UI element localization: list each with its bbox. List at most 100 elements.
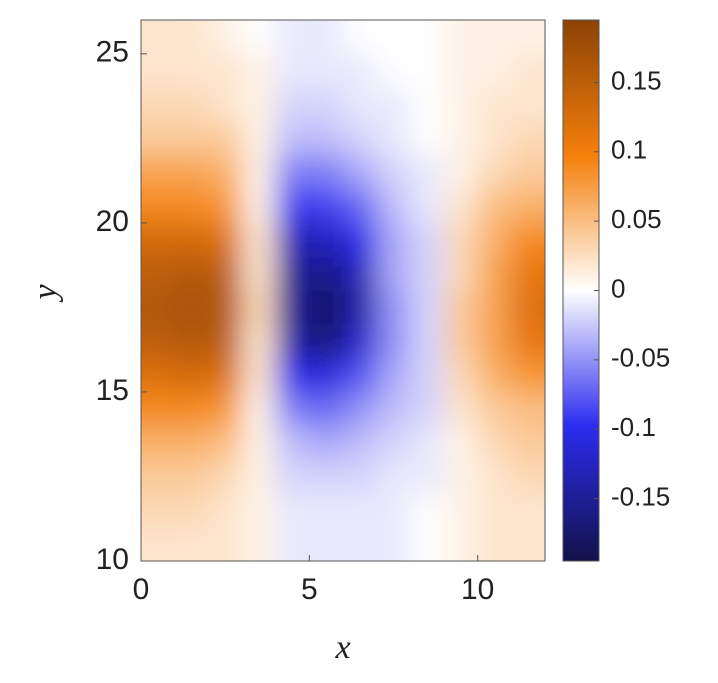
heat-cell (208, 256, 243, 291)
heat-cell (511, 20, 545, 55)
colorbar-tick-label: 0.1 (611, 135, 647, 165)
heat-cell (410, 222, 445, 258)
heat-cell (511, 527, 545, 561)
heat-cell (208, 459, 243, 494)
heat-cell (242, 358, 277, 393)
heat-cell (410, 53, 445, 89)
heatmap-cells (141, 20, 545, 561)
heat-cell (511, 358, 545, 393)
heat-cell (444, 256, 479, 291)
heat-cell (477, 20, 512, 55)
heat-cell (141, 121, 176, 156)
heat-cell (477, 459, 512, 494)
heat-cell (343, 324, 378, 359)
heat-cell (309, 222, 344, 258)
y-tick-label: 25 (96, 36, 129, 69)
heat-cell (343, 290, 378, 325)
heat-cell (410, 459, 445, 494)
heat-cell (242, 493, 277, 528)
heat-cell (242, 87, 277, 122)
heat-cell (208, 290, 243, 325)
y-tick-label: 10 (96, 543, 129, 576)
heat-cell (410, 493, 445, 528)
heat-cell (309, 425, 344, 461)
y-axis-label: y (27, 284, 64, 303)
heat-cell (208, 222, 243, 258)
heat-cell (174, 121, 209, 156)
colorbar-tick-label: -0.1 (611, 412, 656, 442)
heat-cell (141, 358, 176, 393)
heat-cell (141, 87, 176, 122)
heat-cell (242, 527, 277, 561)
heat-cell (275, 20, 310, 55)
heat-cell (444, 324, 479, 359)
heat-cell (477, 53, 512, 89)
heat-cell (208, 527, 243, 561)
heat-cell (275, 493, 310, 528)
heat-cell (477, 391, 512, 427)
heat-cell (477, 121, 512, 156)
heat-cell (343, 87, 378, 122)
heat-cell (444, 358, 479, 393)
heat-cell (343, 391, 378, 427)
heat-cell (444, 459, 479, 494)
heat-cell (444, 527, 479, 561)
heat-cell (174, 53, 209, 89)
heat-cell (343, 121, 378, 156)
x-tick-label: 5 (301, 573, 318, 606)
heat-cell (242, 391, 277, 427)
heat-cell (141, 459, 176, 494)
heat-cell (511, 324, 545, 359)
heat-cell (343, 459, 378, 494)
x-tick-label: 0 (133, 573, 150, 606)
heat-cell (376, 53, 411, 89)
x-axis-label: x (334, 629, 350, 666)
heat-cell (376, 222, 411, 258)
heat-cell (343, 493, 378, 528)
heat-cell (208, 391, 243, 427)
heat-cell (208, 425, 243, 461)
heat-cell (141, 425, 176, 461)
heat-cell (174, 87, 209, 122)
heat-cell (174, 459, 209, 494)
heat-cell (477, 527, 512, 561)
heat-cell (444, 155, 479, 190)
heat-cell (141, 527, 176, 561)
heat-cell (511, 155, 545, 190)
heat-cell (242, 155, 277, 190)
heat-cell (410, 155, 445, 190)
heat-cell (477, 290, 512, 325)
heat-cell (275, 527, 310, 561)
heat-cell (309, 358, 344, 393)
heat-cell (343, 53, 378, 89)
heat-cell (141, 324, 176, 359)
heat-cell (141, 155, 176, 190)
heat-cell (141, 189, 176, 224)
heat-cell (275, 87, 310, 122)
heat-cell (343, 425, 378, 461)
heat-cell (511, 391, 545, 427)
heat-cell (309, 459, 344, 494)
heat-cell (141, 53, 176, 89)
heat-cell (242, 20, 277, 55)
heat-cell (410, 189, 445, 224)
heat-cell (477, 256, 512, 291)
heat-cell (444, 425, 479, 461)
heat-cell (242, 222, 277, 258)
heat-cell (275, 222, 310, 258)
heat-cell (174, 324, 209, 359)
heat-cell (343, 222, 378, 258)
colorbar-tick-label: 0 (611, 273, 625, 303)
heat-cell (511, 189, 545, 224)
heat-cell (141, 256, 176, 291)
heat-cell (343, 527, 378, 561)
heat-cell (444, 493, 479, 528)
heat-cell (511, 53, 545, 89)
heat-cell (174, 256, 209, 291)
heat-cell (444, 121, 479, 156)
heat-cell (511, 256, 545, 291)
heat-cell (410, 20, 445, 55)
heat-cell (309, 290, 344, 325)
heat-cell (141, 20, 176, 55)
heat-cell (511, 121, 545, 156)
